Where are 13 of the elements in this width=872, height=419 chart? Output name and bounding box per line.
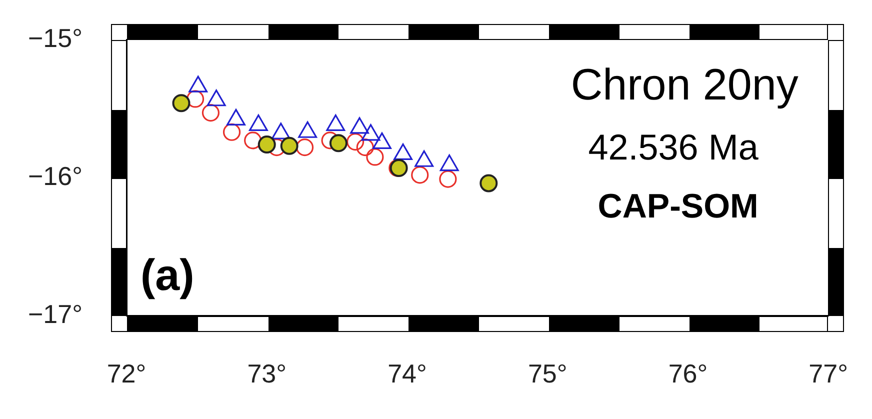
x-tick-label: 76°	[668, 358, 708, 389]
x-tick-label: 74°	[388, 358, 427, 389]
x-tick-label: 77°	[808, 358, 848, 389]
x-tick-label: 73°	[247, 358, 287, 389]
annotation: 42.536 Ma	[588, 126, 760, 168]
annotation: CAP-SOM	[598, 188, 758, 226]
annotation: (a)	[140, 250, 194, 300]
annotation: Chron 20ny	[570, 60, 798, 110]
y-tick-label: −15°	[28, 22, 82, 53]
x-tick-label: 75°	[528, 358, 568, 389]
x-tick-label: 72°	[106, 358, 146, 389]
y-tick-label: −17°	[28, 298, 82, 329]
y-tick-label: −16°	[28, 160, 82, 191]
